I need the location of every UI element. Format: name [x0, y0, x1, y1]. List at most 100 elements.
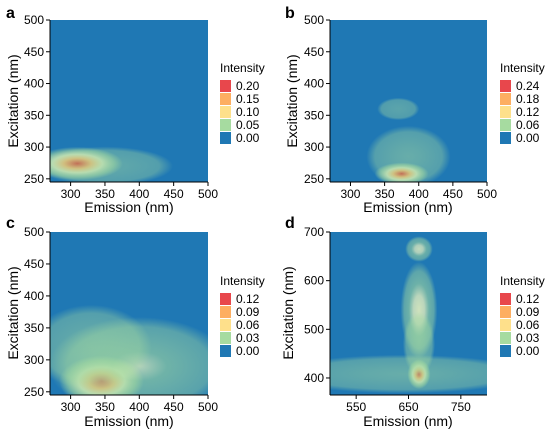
x-tick-label: 500: [198, 400, 218, 414]
legend-swatch: [220, 93, 231, 105]
intensity-peak: [330, 354, 487, 394]
x-axis: 300 350 400 450 500: [50, 181, 218, 201]
y-tick-label: 400: [24, 289, 44, 303]
legend-label: 0.00: [236, 344, 260, 358]
intensity-peak: [366, 125, 451, 182]
x-tick-label: 300: [61, 400, 81, 414]
y-axis: 250 300 350 400 450 500: [304, 13, 331, 186]
y-tick-label: 700: [304, 225, 324, 239]
x-tick-label: 650: [398, 400, 418, 414]
legend-label: 0.24: [516, 79, 540, 93]
y-tick-label: 300: [24, 353, 44, 367]
y-tick-label: 450: [24, 257, 44, 271]
legend-swatch: [220, 345, 231, 357]
intensity-peak: [377, 97, 420, 121]
panel-label: d: [285, 215, 295, 232]
y-axis: 400 500 600 700: [304, 225, 331, 395]
x-axis: 550 650 750: [330, 394, 487, 414]
y-tick-label: 500: [24, 225, 44, 239]
legend-swatch: [500, 106, 511, 118]
legend: Intensity 0.120.090.060.030.00: [220, 274, 265, 358]
x-tick-label: 550: [346, 400, 366, 414]
legend-label: 0.10: [236, 105, 260, 119]
legend-label: 0.05: [236, 118, 260, 132]
y-tick-label: 450: [24, 45, 44, 59]
x-tick-label: 350: [95, 400, 115, 414]
legend-swatch: [220, 319, 231, 331]
y-axis: 250 300 350 400 450 500: [24, 13, 51, 186]
y-tick-label: 450: [304, 45, 324, 59]
x-tick-label: 450: [443, 187, 463, 201]
y-tick-label: 300: [24, 140, 44, 154]
legend-swatch: [220, 293, 231, 305]
y-axis-label: Excitation (nm): [284, 54, 300, 147]
y-tick-label: 250: [304, 172, 324, 186]
legend-label: 0.06: [516, 318, 540, 332]
y-tick-label: 250: [24, 385, 44, 399]
y-tick-label: 350: [304, 108, 324, 122]
x-tick-label: 350: [95, 187, 115, 201]
legend-swatch: [220, 332, 231, 344]
y-tick-label: 500: [304, 322, 324, 336]
panel-d: d 550 650 750 400 500 600 700 Emission (nm) E…: [280, 215, 545, 429]
x-axis-label: Emission (nm): [84, 413, 173, 429]
x-tick-label: 450: [164, 400, 184, 414]
intensity-peak: [50, 304, 152, 390]
y-axis-label: Excitation (nm): [5, 266, 21, 359]
legend-swatch: [500, 93, 511, 105]
legend-swatch: [220, 119, 231, 131]
legend-label: 0.00: [236, 131, 260, 145]
legend-label: 0.18: [516, 92, 540, 106]
heatmap-layer: [330, 236, 487, 394]
legend-label: 0.00: [516, 344, 540, 358]
y-tick-label: 350: [24, 108, 44, 122]
legend-swatch: [220, 80, 231, 92]
legend-label: 0.20: [236, 79, 260, 93]
x-tick-label: 450: [164, 187, 184, 201]
x-tick-label: 400: [409, 187, 429, 201]
legend-label: 0.09: [516, 305, 540, 319]
y-tick-label: 400: [304, 77, 324, 91]
legend-label: 0.12: [516, 292, 540, 306]
legend-swatch: [500, 80, 511, 92]
y-tick-label: 350: [24, 321, 44, 335]
x-tick-label: 300: [340, 187, 360, 201]
legend-label: 0.06: [236, 318, 260, 332]
x-tick-label: 500: [477, 187, 497, 201]
legend: Intensity 0.200.150.100.050.00: [220, 61, 265, 145]
heatmap-layer: [50, 304, 208, 395]
panel-c: c 300 350 400 450 500 250 300 350 400 450 500 Emi…: [5, 215, 265, 429]
y-axis-label: Excitation (nm): [280, 266, 296, 359]
intensity-peak: [405, 236, 433, 262]
x-axis-label: Emission (nm): [363, 413, 452, 429]
y-tick-label: 300: [304, 140, 324, 154]
legend-swatch: [500, 132, 511, 144]
x-tick-label: 350: [375, 187, 395, 201]
legend-label: 0.00: [516, 131, 540, 145]
legend-label: 0.12: [516, 105, 540, 119]
x-axis: 300 350 400 450 500: [330, 181, 497, 201]
x-tick-label: 400: [129, 187, 149, 201]
heatmap-layer: [366, 97, 451, 182]
legend-swatch: [220, 132, 231, 144]
legend-swatch: [500, 332, 511, 344]
legend-swatch: [500, 293, 511, 305]
y-tick-label: 250: [24, 172, 44, 186]
x-tick-label: 400: [129, 400, 149, 414]
x-axis-label: Emission (nm): [84, 199, 173, 215]
legend-title: Intensity: [500, 274, 545, 288]
panel-a: a 300 350 400 450 500 250 300 350 400 450 500 Emi…: [5, 5, 265, 215]
legend-label: 0.09: [236, 305, 260, 319]
legend-swatch: [500, 345, 511, 357]
legend-label: 0.12: [236, 292, 260, 306]
legend-swatch: [500, 306, 511, 318]
panel-label: c: [6, 215, 15, 232]
legend-swatch: [220, 306, 231, 318]
legend-label: 0.03: [236, 331, 260, 345]
y-axis: 250 300 350 400 450 500: [24, 225, 51, 399]
legend-label: 0.15: [236, 92, 260, 106]
y-tick-label: 500: [24, 13, 44, 27]
y-tick-label: 500: [304, 13, 324, 27]
legend-title: Intensity: [220, 274, 265, 288]
